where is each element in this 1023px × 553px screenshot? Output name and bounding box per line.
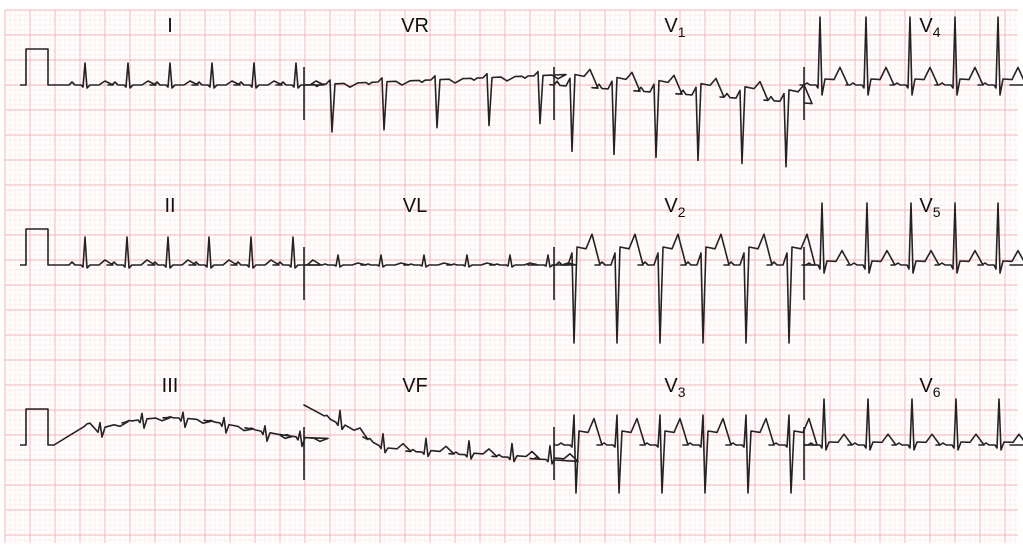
lead-label-v4: V4 bbox=[919, 15, 940, 40]
lead-label-v1: V1 bbox=[664, 15, 685, 40]
lead-labels: I VR V1 V4 II VL V2 V5 III VF V3 V6 bbox=[0, 0, 1023, 553]
lead-label-ii: II bbox=[164, 195, 175, 218]
lead-label-iii: III bbox=[162, 375, 179, 398]
lead-label-vl: VL bbox=[403, 195, 427, 218]
lead-label-v2: V2 bbox=[664, 195, 685, 220]
lead-label-i: I bbox=[167, 15, 173, 38]
lead-label-vf: VF bbox=[402, 375, 428, 398]
ecg-chart: I VR V1 V4 II VL V2 V5 III VF V3 V6 bbox=[0, 0, 1023, 553]
lead-label-v3: V3 bbox=[664, 375, 685, 400]
lead-label-v6: V6 bbox=[919, 375, 940, 400]
lead-label-v5: V5 bbox=[919, 195, 940, 220]
lead-label-vr: VR bbox=[401, 15, 429, 38]
